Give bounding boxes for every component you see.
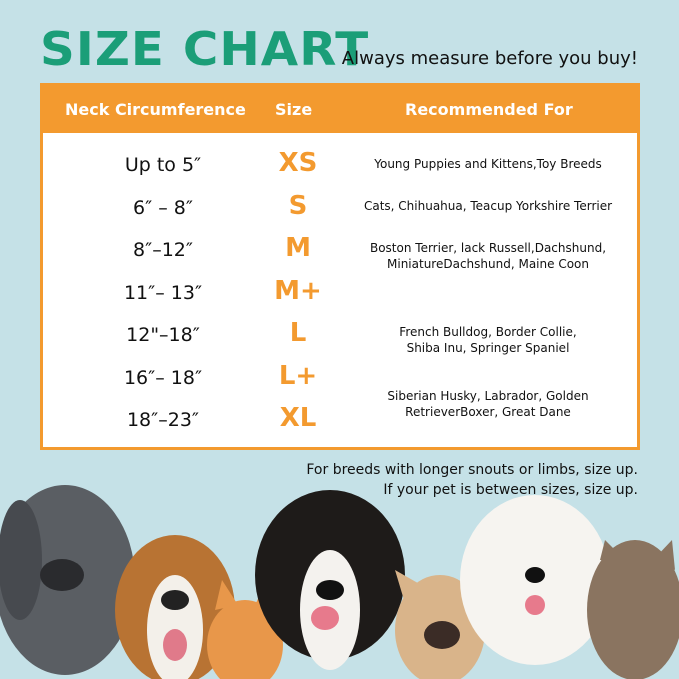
rec-line: Shiba Inu, Springer Spaniel xyxy=(406,341,570,355)
neck-value: 8″–12″ xyxy=(133,239,193,261)
size-value: XS xyxy=(278,148,318,178)
size-value: M xyxy=(285,233,311,263)
rec-line: RetrieverBoxer, Great Dane xyxy=(405,405,571,419)
table-row: Up to 5″ XS xyxy=(43,146,637,186)
page-title: SIZE CHART xyxy=(40,22,370,76)
header-recommended: Recommended For xyxy=(405,100,573,119)
table-row: 6″ – 8″ S xyxy=(43,189,637,229)
header-size: Size xyxy=(275,100,313,119)
pets-photo xyxy=(0,485,679,679)
rec-line: MiniatureDachshund, Maine Coon xyxy=(387,257,589,271)
neck-value: 11″– 13″ xyxy=(123,282,203,304)
recommendation: French Bulldog, Border Collie, Shiba Inu,… xyxy=(343,324,633,356)
table-row: 18″–23″ XL xyxy=(43,401,637,441)
rec-line: Cats, Chihuahua, Teacup Yorkshire Terrie… xyxy=(363,199,613,213)
size-value: M+ xyxy=(274,276,322,306)
size-value: L xyxy=(289,318,307,348)
neck-value: 6″ – 8″ xyxy=(133,197,193,219)
beagle-image xyxy=(115,535,235,679)
rec-line: Siberian Husky, Labrador, Golden xyxy=(387,389,589,403)
neck-value: 12"–18″ xyxy=(126,324,200,346)
tabby-cat-image xyxy=(587,540,679,679)
size-value: XL xyxy=(279,403,317,433)
recommendation: Young Puppies and Kittens,Toy Breeds xyxy=(343,156,633,172)
neck-value: 16″– 18″ xyxy=(123,367,203,389)
size-table: Neck Circumference Size Recommended For … xyxy=(40,83,640,450)
rec-line: French Bulldog, Border Collie, xyxy=(399,325,577,339)
tagline: Always measure before you buy! xyxy=(341,48,638,69)
recommendation: Siberian Husky, Labrador, Golden Retrieve… xyxy=(343,388,633,420)
recommendation: Cats, Chihuahua, Teacup Yorkshire Terrie… xyxy=(343,198,633,214)
maltese-image xyxy=(460,495,610,665)
footer-note-1: For breeds with longer snouts or limbs, … xyxy=(306,462,638,478)
header-neck: Neck Circumference xyxy=(65,100,246,119)
table-row: 11″– 13″ M+ xyxy=(43,274,637,314)
table-row: 16″– 18″ L+ xyxy=(43,359,637,399)
bernese-dog-image xyxy=(255,490,405,670)
table-header: Neck Circumference Size Recommended For xyxy=(43,86,637,133)
size-value: S xyxy=(288,191,308,221)
neck-value: Up to 5″ xyxy=(124,154,202,176)
table-row: 8″–12″ M xyxy=(43,231,637,271)
rec-line: Boston Terrier, lack Russell,Dachshund, xyxy=(369,241,607,255)
neck-value: 18″–23″ xyxy=(126,409,200,431)
size-value: L+ xyxy=(278,361,318,391)
rec-line: Young Puppies and Kittens,Toy Breeds xyxy=(374,157,602,171)
recommendation: Boston Terrier, lack Russell,Dachshund, M… xyxy=(343,240,633,272)
great-dane-image xyxy=(0,485,135,675)
footer-note-2: If your pet is between sizes, size up. xyxy=(383,482,638,498)
table-row: 12"–18″ L xyxy=(43,316,637,356)
